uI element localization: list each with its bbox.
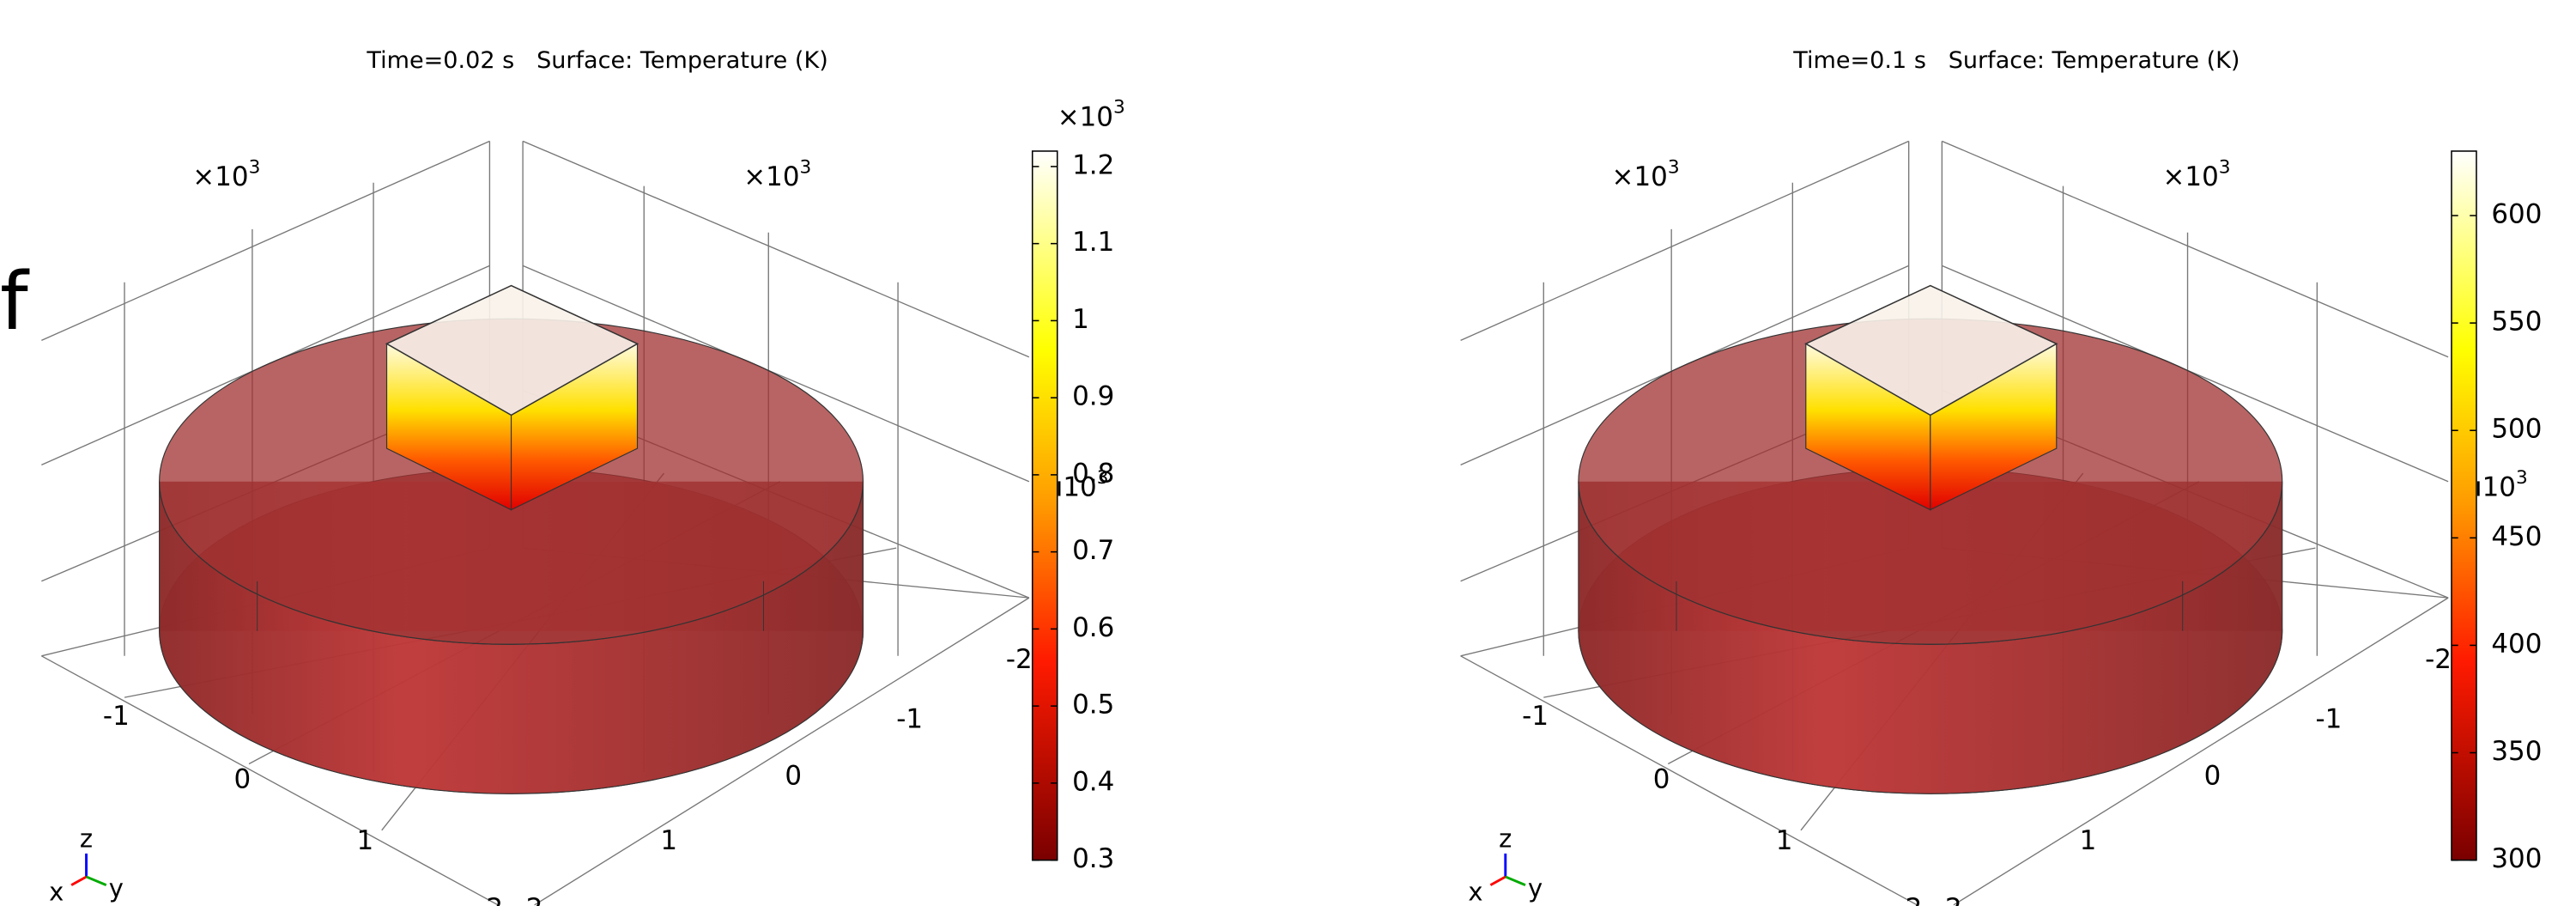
figure: f Time=0.02 s Surface: Temperature (K) -1… [0,0,2576,906]
multiplier-exponent: 3 [1113,97,1125,119]
plot-panel: Time=0.1 s Surface: Temperature (K) -1 0 1 2… [1461,47,2543,906]
triad-label: y [1528,873,1543,903]
plot-title: Time=0.1 s Surface: Temperature (K) [1792,47,2240,74]
triad-y [1506,877,1525,885]
axis-grid-line [1461,141,1909,340]
multiplier: ×103 [1612,156,1680,192]
multiplier-exponent: 3 [800,156,812,178]
axis-tick-label: -1 [103,701,130,732]
multiplier-exponent: 3 [1097,467,1109,489]
multiplier-base: ×10 [2163,161,2219,192]
triad-y [87,877,106,885]
colorbar-tick-label: 0.6 [1072,612,1114,643]
multiplier: ı103 [1056,467,1109,502]
axis-tick-label: 2 [1945,893,1962,906]
colorbar [2452,151,2476,860]
axis-tick-label: 1 [2080,825,2097,856]
multiplier: ×103 [192,156,260,192]
multiplier: ×103 [1058,97,1125,132]
axis-tick-label: 2 [1906,893,1923,906]
colorbar-tick-label: 0.5 [1072,690,1114,721]
colorbar [1033,151,1058,860]
colorbar-tick-label: 400 [2491,629,2542,660]
multiplier: ×103 [743,156,811,192]
axis-tick-label: 1 [357,825,374,856]
axis-grid-line [41,141,489,340]
multiplier-base: ×10 [743,161,799,192]
triad-label: x [1468,877,1482,906]
multiplier-exponent: 3 [2219,156,2231,178]
colorbar-tick-label: 1 [1072,304,1089,335]
triad-label: x [49,877,64,906]
plot-title: Time=0.02 s Surface: Temperature (K) [366,47,827,74]
triad-x [71,877,86,885]
edge-text: f [0,255,30,348]
colorbar-tick-label: 1.1 [1072,227,1114,258]
axis-tick-label: 1 [1776,825,1793,856]
colorbar-tick-label: 350 [2491,736,2542,767]
triad-label: z [1499,824,1512,853]
axis-tick-label: -1 [896,704,923,735]
multiplier-exponent: 3 [1668,156,1680,178]
axis-tick-label: 1 [660,825,677,856]
colorbar-tick-label: 1.2 [1072,149,1114,180]
multiplier-base: ×10 [1612,161,1668,192]
colorbar-tick-label: 0.4 [1072,766,1114,797]
multiplier: ı103 [2475,467,2528,502]
axis-tick-label: -2 [1006,644,1033,675]
triad-x [1490,877,1505,885]
multiplier-base: ı10 [2475,471,2516,502]
axis-tick-label: 0 [785,760,802,791]
colorbar-tick-label: 0.7 [1072,535,1114,566]
colorbar-tick-label: 600 [2491,199,2542,230]
multiplier-exponent: 3 [2516,467,2528,489]
multiplier-base: ×10 [192,161,248,192]
multiplier: ×103 [2163,156,2231,192]
axis-tick-label: 2 [486,893,503,906]
multiplier-exponent: 3 [249,156,261,178]
colorbar-tick-label: 550 [2491,307,2542,337]
multiplier-base: ı10 [1056,471,1097,502]
colorbar-tick-label: 450 [2491,521,2542,552]
axis-tick-label: -2 [2425,644,2452,675]
triad-label: z [80,824,93,853]
axis-tick-label: -1 [2315,704,2342,735]
colorbar-tick-label: 0.9 [1072,381,1114,412]
triad-label: y [109,873,124,903]
multiplier-base: ×10 [1058,101,1113,132]
axis-tick-label: 0 [233,763,251,794]
colorbar-tick-label: 500 [2491,414,2542,445]
colorbar-tick-label: 0.3 [1072,843,1114,874]
page-body: {"edge_text":"f", "panels":[ {"title":"T… [0,0,2576,906]
axis-tick-label: 2 [526,893,543,906]
axis-tick-label: 0 [1653,763,1670,794]
colorbar-tick-label: 300 [2491,843,2542,874]
plot-panel: Time=0.02 s Surface: Temperature (K) -1 0 1… [41,47,1124,906]
axis-tick-label: 0 [2204,760,2221,791]
axis-tick-label: -1 [1522,701,1549,732]
page: html,body{margin:0;padding:0;width:3001p… [0,0,2576,906]
